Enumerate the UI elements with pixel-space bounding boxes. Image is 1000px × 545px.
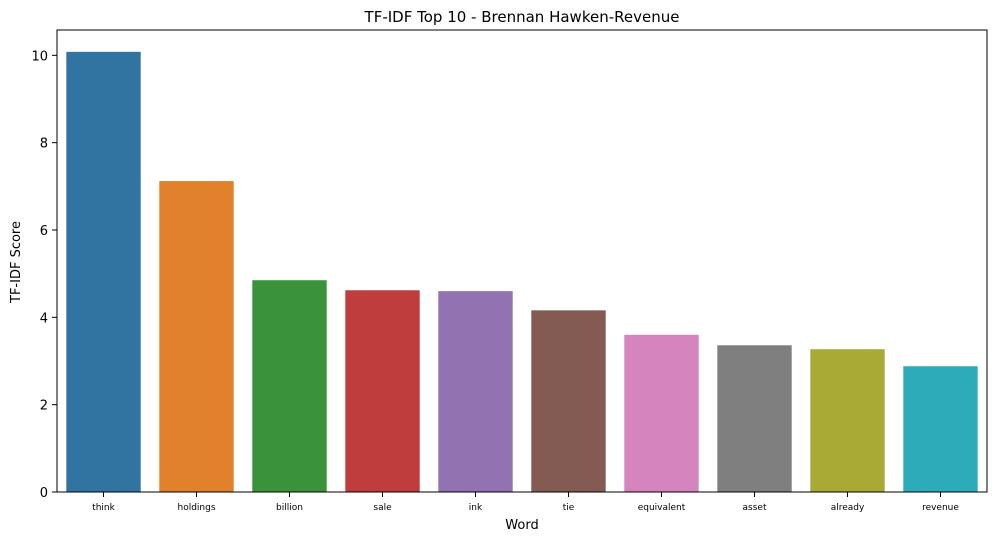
y-tick-label: 10 (31, 49, 48, 64)
x-tick-label: billion (276, 503, 303, 513)
bar-tie (531, 310, 606, 492)
x-tick-label: revenue (922, 503, 959, 513)
y-tick-label: 8 (40, 137, 48, 152)
y-tick-label: 2 (40, 399, 48, 414)
bar-holdings (159, 181, 234, 492)
plot-area: 0 2 4 6 8 10 think holdings billion sale ink tie equ… (31, 29, 988, 513)
plot-frame (56, 29, 988, 493)
x-tick-label: ink (469, 503, 483, 513)
bar-revenue (903, 366, 978, 492)
y-axis-label: TF-IDF Score (9, 221, 24, 304)
x-tick-label: already (831, 503, 865, 513)
bar-equivalent (624, 334, 699, 492)
bar-already (810, 349, 885, 492)
chart-title: TF-IDF Top 10 - Brennan Hawken-Revenue (364, 8, 680, 26)
bar-think (66, 51, 141, 492)
x-axis-label: Word (505, 518, 538, 533)
x-tick-label: asset (743, 503, 767, 513)
bar-billion (252, 280, 327, 492)
x-tick-label: think (92, 503, 115, 513)
x-tick-label: equivalent (638, 503, 686, 513)
x-tick-label: holdings (177, 503, 215, 513)
y-tick-label: 6 (40, 224, 48, 239)
y-tick-label: 4 (40, 311, 48, 326)
x-tick-label: sale (373, 503, 392, 513)
y-tick-label: 0 (40, 486, 48, 501)
bar-asset (717, 345, 792, 492)
x-tick-label: tie (563, 503, 575, 513)
bar-sale (345, 290, 420, 492)
bar-ink (438, 291, 513, 492)
